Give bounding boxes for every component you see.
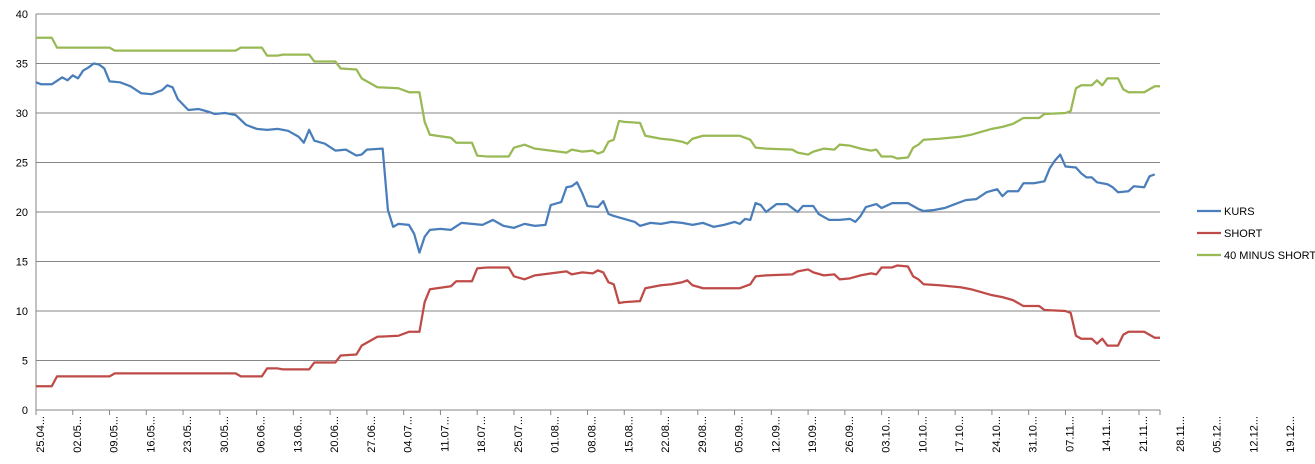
y-tick-label: 40 [16,9,28,21]
y-tick-label: 20 [16,207,28,219]
legend-label: KURS [1224,206,1255,218]
x-tick-label: 03.10... [881,416,893,453]
gridlines [36,13,1160,361]
x-tick-label: 20.06... [329,416,341,453]
x-tick-label: 13.06... [292,416,304,453]
x-tick-label: 12.09... [770,416,782,453]
x-tick-label: 06.06... [256,416,268,453]
legend-label: 40 MINUS SHORT [1224,250,1315,262]
x-tick-label: 10.10... [917,416,929,453]
plot-area: 25.04... 02.05... 09.05... 16.05... 23.05...… [16,9,1297,453]
x-tick-label: 02.05... [72,416,84,453]
series-line-kurs [35,62,1156,254]
legend: KURS SHORT 40 MINUS SHORT [1197,206,1315,262]
x-tick-label: 14.11... [1101,416,1113,452]
x-tick-label: 08.08... [586,416,598,453]
y-tick-label: 0 [22,405,28,417]
y-axis: 0 5 10 15 20 25 30 35 40 [16,9,37,417]
x-tick-label: 15.08... [623,416,635,453]
x-tick-label: 23.05... [182,416,194,453]
y-tick-label: 5 [22,356,28,368]
x-tick-label: 29.08... [697,416,709,453]
x-tick-label: 26.09... [844,416,856,453]
x-tick-label: 24.10... [991,416,1003,453]
x-tick-label: 09.05... [109,416,121,453]
x-tick-label: 25.04... [35,416,47,453]
x-tick-label: 22.08... [660,416,672,453]
y-tick-label: 35 [16,59,28,71]
x-axis: 25.04... 02.05... 09.05... 16.05... 23.05...… [35,409,1297,453]
x-tick-label: 17.10... [954,416,966,453]
x-tick-label: 21.11... [1138,416,1150,452]
x-tick-label: 01.08... [550,416,562,453]
x-tick-label: 31.10... [1028,416,1040,453]
x-tick-label: 11.07... [439,416,451,452]
x-tick-label: 05.09... [734,416,746,453]
x-tick-label: 28.11... [1175,416,1187,452]
series-line-40-minus-short [36,36,1160,160]
y-tick-label: 25 [16,158,28,170]
x-tick-label: 19.12... [1285,416,1297,453]
legend-label: SHORT [1224,228,1263,240]
y-tick-label: 10 [16,306,28,318]
x-tick-label: 04.07... [403,416,415,453]
x-tick-label: 05.12... [1212,416,1224,453]
x-tick-label: 07.11... [1064,416,1076,452]
x-tick-label: 30.05... [219,416,231,453]
x-tick-label: 27.06... [366,416,378,453]
x-tick-label: 25.07... [513,416,525,453]
x-tick-label: 12.12... [1248,416,1260,453]
x-tick-label: 18.07... [476,416,488,453]
series-line-short [36,264,1160,388]
y-tick-label: 15 [16,257,28,269]
x-tick-label: 16.05... [145,416,157,453]
y-tick-label: 30 [16,108,28,120]
x-tick-label: 19.09... [807,416,819,453]
series-lines [35,36,1160,388]
